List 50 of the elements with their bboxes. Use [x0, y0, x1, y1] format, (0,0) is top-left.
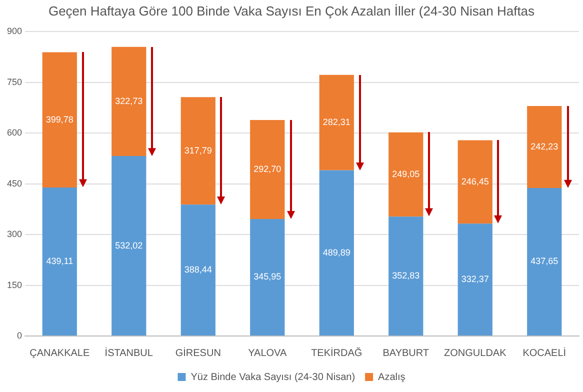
x-tick-label: ÇANAKKALE	[30, 348, 90, 359]
bar	[42, 187, 77, 336]
bar	[180, 97, 216, 205]
legend-label: Yüz Binde Vaka Sayısı (24-30 Nisan)	[190, 372, 356, 383]
bar	[250, 218, 285, 336]
bar	[319, 170, 354, 336]
bar	[458, 224, 492, 336]
x-tick-label: İSTANBUL	[104, 346, 154, 359]
bar	[388, 132, 424, 217]
x-tick-label: TEKİRDAĞ	[311, 346, 362, 359]
x-tick-label: YALOVA	[248, 348, 287, 359]
bar	[527, 188, 562, 336]
y-tick-label: 450	[6, 178, 22, 188]
data-label: 345,95	[254, 272, 282, 282]
y-tick-label: 750	[6, 76, 22, 87]
legend-label: Azalış	[378, 372, 406, 383]
bar	[319, 74, 354, 170]
data-label: 317,79	[184, 145, 212, 156]
x-tick-label: KOCAELİ	[522, 346, 566, 359]
data-label: 489,89	[322, 247, 350, 258]
bar	[458, 140, 492, 224]
data-label: 292,70	[254, 164, 282, 174]
data-label: 332,37	[461, 274, 489, 284]
chart-title: Geçen Haftaya Göre 100 Binde Vaka Sayısı En Çok Azalan İller (24-30 Nisan Haftas	[48, 3, 536, 18]
x-tick-label: GİRESUN	[175, 346, 221, 359]
bar	[112, 156, 146, 336]
data-label: 399,78	[46, 114, 74, 124]
bar	[112, 46, 146, 156]
y-tick-label: 300	[6, 229, 22, 240]
data-label: 532,02	[115, 240, 143, 250]
x-tick-label: BAYBURT	[382, 348, 430, 359]
y-tick-label: 900	[6, 26, 22, 36]
y-tick-label: 150	[6, 280, 22, 290]
data-label: 388,44	[184, 264, 212, 275]
bar	[388, 216, 424, 336]
data-label: 282,31	[322, 117, 350, 128]
data-label: 246,45	[461, 176, 489, 186]
data-label: 242,23	[530, 142, 558, 152]
data-label: 437,65	[530, 256, 558, 266]
y-tick-label: 0	[17, 330, 22, 340]
data-label: 322,73	[115, 96, 143, 106]
x-tick-label: ZONGULDAK	[444, 348, 507, 359]
data-label: 352,83	[392, 270, 420, 281]
bar	[180, 204, 216, 336]
bar	[250, 120, 285, 219]
y-tick-label: 600	[6, 128, 22, 138]
bar	[527, 106, 562, 188]
data-label: 439,11	[46, 256, 74, 266]
data-label: 249,05	[392, 169, 420, 180]
bar	[42, 52, 77, 188]
